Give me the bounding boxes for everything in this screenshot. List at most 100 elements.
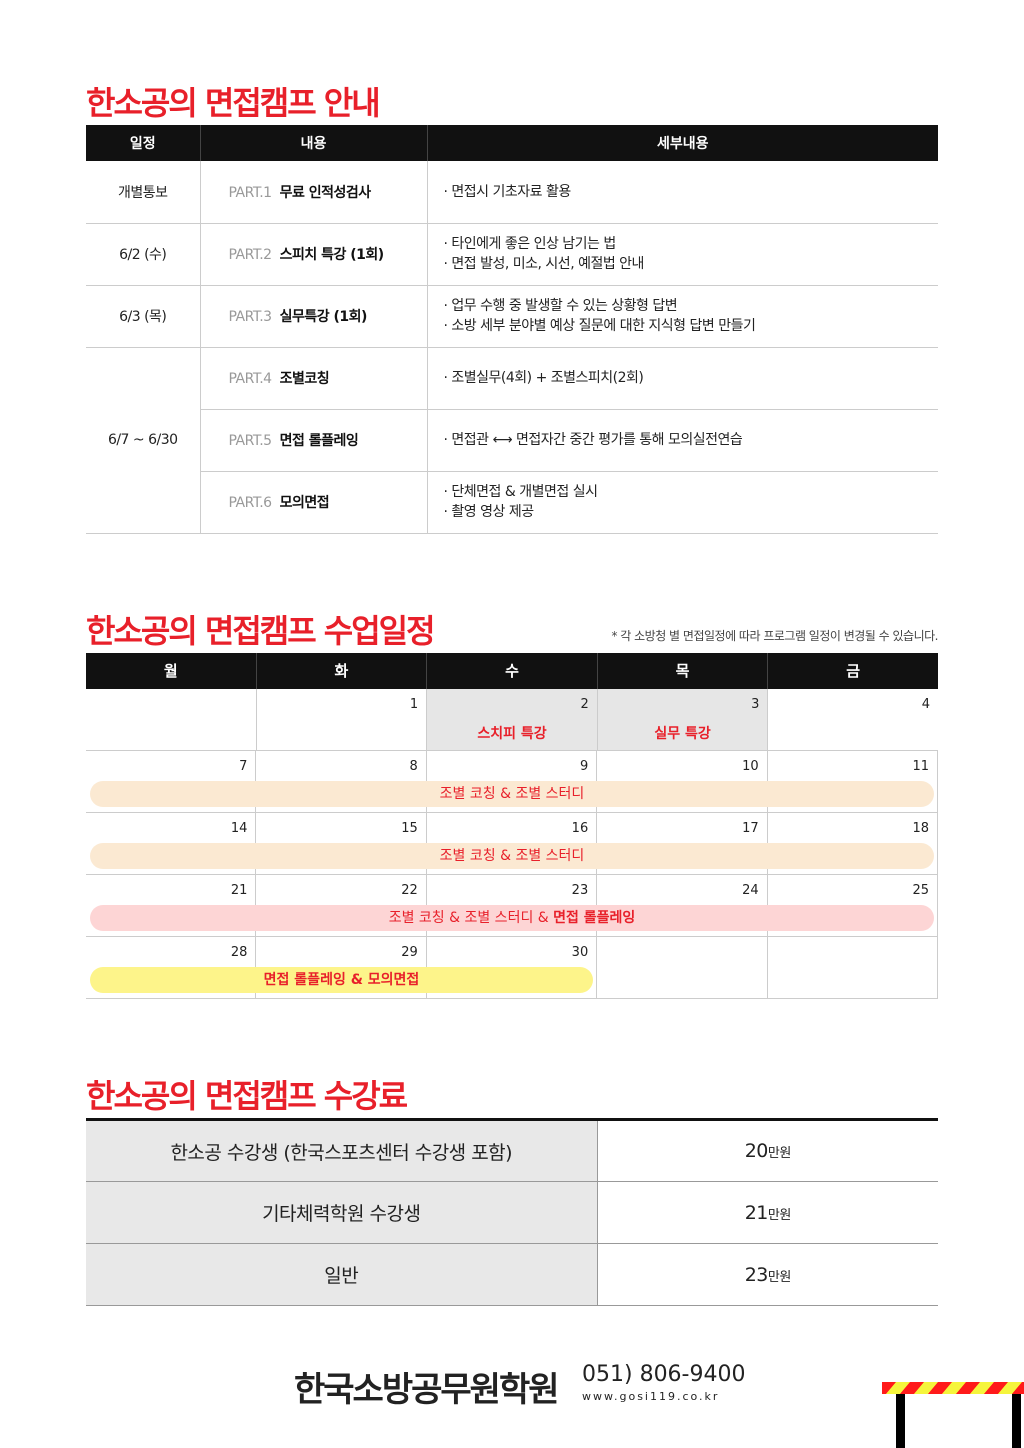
program-cell: PART.6 모의면접 [200,471,428,534]
detail-line: · 소방 세부 분야별 예상 질문에 대한 지식형 답변 만들기 [443,318,756,334]
weekday-header: 화 [257,653,428,689]
calendar-day: 30 [427,937,598,998]
day-number: 9 [579,759,589,774]
day-number: 4 [921,697,930,712]
calendar-day [768,937,939,998]
detail-line: · 촬영 영상 제공 [443,504,535,520]
calendar-day [597,937,768,998]
day-number: 23 [571,883,589,898]
part-number: PART.1 [228,184,273,201]
calendar-day: 25 [768,875,939,936]
schedule-note: * 각 소방청 별 면접일정에 따라 프로그램 일정이 변경될 수 있습니다. [611,629,938,643]
detail-line: · 조별실무(4회) + 조별스피치(2회) [443,370,644,386]
day-number: 1 [409,697,419,712]
schedule-date: 6/2 (수) [86,223,201,286]
detail-line: · 면접 발성, 미소, 시선, 예절법 안내 [443,256,645,272]
fee-table: 한소공 수강생 (한국스포츠센터 수강생 포함) 20만원 기타체력학원 수강생 21… [86,1118,938,1306]
website-link[interactable]: www.gosi119.co.kr [582,1390,720,1403]
academy-name: 한국소방공무원학원 [294,1370,560,1410]
part-number: PART.3 [228,309,273,325]
table-row: 개별통보 PART.1 무료 인적성검사 · 면접시 기초자료 활용 [86,161,938,224]
day-number: 18 [912,821,930,836]
weekday-header: 수 [427,653,598,689]
day-number: 16 [571,821,589,836]
event-label: 실무 특강 [654,726,711,742]
calendar-day: 4 [768,689,938,750]
day-number: 10 [742,759,759,774]
schedule-date: 6/7 ~ 6/30 [86,347,201,534]
day-number: 28 [230,945,248,960]
calendar-day: 2 스치피 특강 [427,689,598,750]
fee-row: 한소공 수강생 (한국스포츠센터 수강생 포함) 20만원 [86,1119,938,1182]
detail-cell: · 업무 수행 중 발생할 수 있는 상황형 답변 · 소방 세부 분야별 예상 … [427,285,938,348]
event-bar: 조별 코칭 & 조별 스터디 [90,781,934,807]
calendar-week: 21 22 23 24 25 조별 코칭 & 조별 스터디 & 면접 롤플레잉 [86,875,939,937]
schedule-date: 6/3 (목) [86,285,201,348]
program-name: 면접 롤플레잉 [279,433,359,449]
fee-row: 일반 23만원 [86,1243,938,1306]
fee-value: 23 [744,1263,769,1286]
program-cell: PART.2 스피치 특강 (1회) [200,223,428,286]
table-row: 6/2 (수) PART.2 스피치 특강 (1회) · 타인에게 좋은 인상 남기는… [86,223,938,286]
day-number: 22 [401,883,418,898]
fee-amount: 23만원 [597,1243,938,1306]
fee-category: 기타체력학원 수강생 [86,1181,598,1244]
fee-unit: 만원 [767,1269,791,1285]
event-bar: 조별 코칭 & 조별 스터디 & 면접 롤플레잉 [90,905,934,931]
day-number: 15 [401,821,418,836]
fee-unit: 만원 [767,1207,791,1223]
detail-line: · 면접관 ⟷ 면접자간 중간 평가를 통해 모의실전연습 [443,432,743,448]
phone-number: 051) 806-9400 [582,1362,746,1387]
schedule-date: 개별통보 [86,161,201,224]
calendar-day [86,689,257,750]
program-name: 실무특강 (1회) [279,309,368,325]
fee-row: 기타체력학원 수강생 21만원 [86,1181,938,1244]
program-cell: PART.4 조별코칭 [200,347,428,410]
barrier-icon [882,1382,1024,1448]
program-name: 무료 인적성검사 [279,184,372,201]
event-text-bold: 면접 롤플레잉 [553,910,636,926]
calendar-day: 18 [768,813,939,874]
day-number: 29 [401,945,418,960]
calendar-day: 11 [768,751,939,812]
program-name: 스피치 특강 (1회) [279,247,385,263]
fee-unit: 만원 [767,1146,791,1161]
fee-value: 20 [744,1140,769,1162]
weekday-header: 월 [86,653,257,689]
part-number: PART.4 [228,371,273,387]
program-cell: PART.1 무료 인적성검사 [200,161,428,224]
detail-line: · 업무 수행 중 발생할 수 있는 상황형 답변 [443,298,678,314]
detail-cell: · 조별실무(4회) + 조별스피치(2회) [427,347,938,410]
program-name: 조별코칭 [279,371,330,387]
fee-value: 21 [744,1201,769,1224]
fee-category: 한소공 수강생 (한국스포츠센터 수강생 포함) [86,1119,598,1182]
detail-cell: · 타인에게 좋은 인상 남기는 법 · 면접 발성, 미소, 시선, 예절법 안… [427,223,938,286]
calendar-week: 14 15 16 17 18 조별 코칭 & 조별 스터디 [86,813,939,875]
event-label: 스치피 특강 [477,726,547,742]
detail-cell: · 단체면접 & 개별면접 실시 · 촬영 영상 제공 [427,471,938,534]
col-header: 내용 [200,125,428,161]
table-row: 6/7 ~ 6/30 PART.4 조별코칭 · 조별실무(4회) + 조별스피치(2… [86,347,938,534]
col-header: 세부내용 [427,125,938,161]
day-number: 3 [751,697,760,712]
day-number: 11 [912,759,930,774]
event-text: 조별 코칭 & 조별 스터디 & [388,910,554,926]
table-row: 6/3 (목) PART.3 실무특강 (1회) · 업무 수행 중 발생할 수 있는… [86,285,938,348]
detail-line: · 타인에게 좋은 인상 남기는 법 [443,236,617,252]
program-cell: PART.5 면접 롤플레잉 [200,409,428,472]
day-number: 8 [409,759,418,774]
day-number: 2 [580,697,589,712]
fee-category: 일반 [86,1243,598,1306]
day-number: 30 [571,945,589,960]
fee-amount: 21만원 [597,1181,938,1244]
table-row: PART.6 모의면접 · 단체면접 & 개별면접 실시 · 촬영 영상 제공 [86,471,938,534]
detail-cell: · 면접시 기초자료 활용 [427,161,938,224]
event-bar: 조별 코칭 & 조별 스터디 [90,843,934,869]
section-title-fee: 한소공의 면접캠프 수강료 [86,1077,408,1115]
section-title-schedule: 한소공의 면접캠프 수업일정 [86,612,436,650]
part-number: PART.5 [228,433,273,449]
day-number: 25 [912,883,930,898]
event-bar: 면접 롤플레잉 & 모의면접 [90,967,593,993]
program-name: 모의면접 [279,495,330,511]
